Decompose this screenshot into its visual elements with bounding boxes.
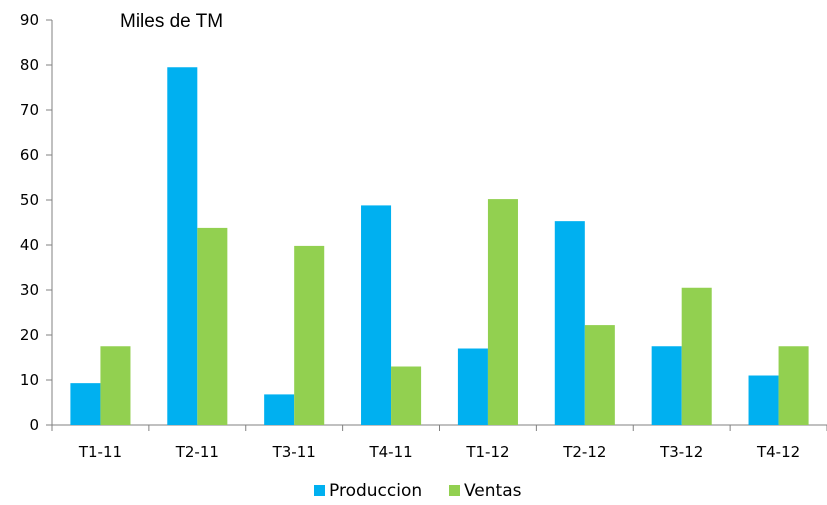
y-tick-label: 80 [20, 56, 39, 74]
bar-ventas-t1-11 [100, 346, 131, 425]
bar-produccion-t2-12 [554, 221, 585, 425]
bar-produccion-t2-11 [167, 67, 198, 425]
bar-ventas-t4-12 [778, 346, 809, 425]
y-tick-label: 0 [29, 416, 39, 434]
x-tick-label: T3-11 [272, 443, 316, 461]
y-tick-label: 70 [20, 101, 39, 119]
bar-ventas-t3-12 [681, 287, 712, 425]
legend: Produccion Ventas [314, 481, 522, 501]
bar-ventas-t4-11 [391, 366, 422, 425]
x-tick-label: T2-12 [562, 443, 606, 461]
bar-produccion-t1-12 [457, 348, 488, 425]
legend-label-produccion: Produccion [329, 481, 422, 501]
x-tick-label: T4-12 [756, 443, 800, 461]
x-tick-label: T3-12 [659, 443, 703, 461]
x-tick-label: T1-11 [78, 443, 122, 461]
legend-swatch-produccion [314, 485, 325, 496]
x-axis: T1-11 T2-11 T3-11 T4-11 T1-12 T2-12 T3-12 T4-12 [51, 424, 827, 461]
y-tick-label: 10 [20, 371, 39, 389]
x-tick-label: T2-11 [175, 443, 219, 461]
bar-produccion-t4-11 [361, 205, 392, 425]
y-tick-label: 40 [20, 236, 39, 254]
unit-label: Miles de TM [120, 11, 223, 32]
bars [70, 67, 809, 425]
y-tick-label: 20 [20, 326, 39, 344]
x-tick-label: T4-11 [368, 443, 412, 461]
legend-label-ventas: Ventas [464, 481, 522, 501]
bar-ventas-t2-11 [197, 227, 228, 425]
y-tick-label: 90 [20, 11, 39, 29]
bar-produccion-t4-12 [748, 375, 779, 425]
y-tick-label: 30 [20, 281, 39, 299]
legend-swatch-ventas [449, 485, 460, 496]
y-tick-label: 60 [20, 146, 39, 164]
y-tick-label: 50 [20, 191, 39, 209]
bar-produccion-t3-11 [264, 394, 295, 425]
bar-produccion-t3-12 [651, 346, 682, 425]
bar-ventas-t1-12 [487, 199, 518, 425]
y-axis: 0 10 20 30 40 50 60 70 80 90 [20, 11, 53, 434]
bar-ventas-t2-12 [584, 325, 615, 425]
bar-produccion-t1-11 [70, 383, 101, 425]
bar-ventas-t3-11 [294, 245, 325, 425]
x-tick-label: T1-12 [465, 443, 509, 461]
